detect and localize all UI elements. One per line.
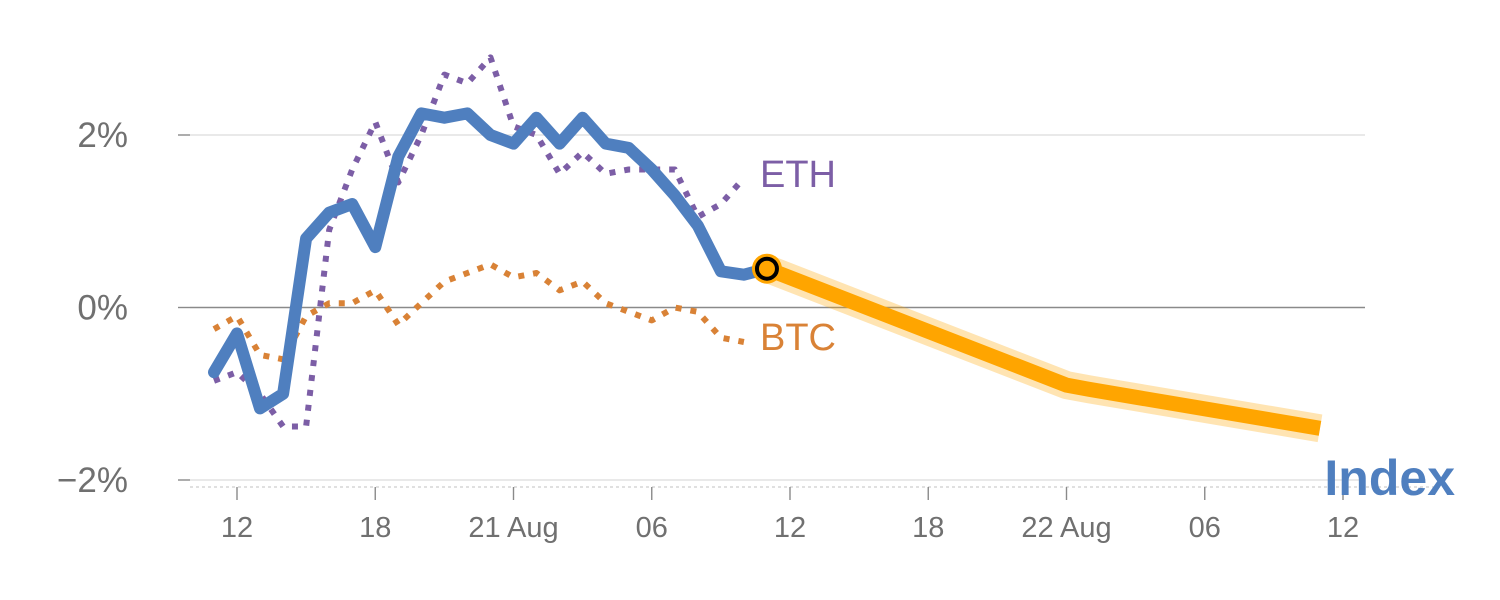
- x-tick-label: 06: [636, 512, 668, 544]
- series-line-eth: [212, 54, 747, 430]
- series: [208, 54, 1323, 443]
- series-label-index: Index: [1324, 450, 1455, 506]
- labels: ETH BTC Index: [760, 154, 1455, 506]
- x-tick-label: 12: [1327, 512, 1359, 544]
- x-tick-label: 22 Aug: [1021, 512, 1111, 544]
- x-tick-label: 18: [912, 512, 944, 544]
- y-tick-label: 2%: [77, 116, 128, 155]
- y-tick-label: −2%: [57, 461, 128, 500]
- series-line-btc: [212, 261, 745, 363]
- x-tick-label: 21 Aug: [468, 512, 558, 544]
- series-label-btc: BTC: [760, 317, 836, 359]
- x-tick-label: 12: [774, 512, 806, 544]
- x-tick-label: 12: [221, 512, 253, 544]
- x-tick-label: 06: [1189, 512, 1221, 544]
- projection-line: [764, 261, 1322, 436]
- series-line-index: [208, 107, 773, 415]
- projection-band-outer: [761, 255, 1323, 443]
- x-tick-label: 18: [359, 512, 391, 544]
- y-tick-label: 0%: [77, 289, 128, 328]
- axes: 2% 0% −2% 12 18 21 Aug 06 12 18 22 Aug 06 12: [57, 116, 1440, 544]
- series-label-eth: ETH: [760, 154, 836, 196]
- endpoint-marker: [754, 256, 779, 281]
